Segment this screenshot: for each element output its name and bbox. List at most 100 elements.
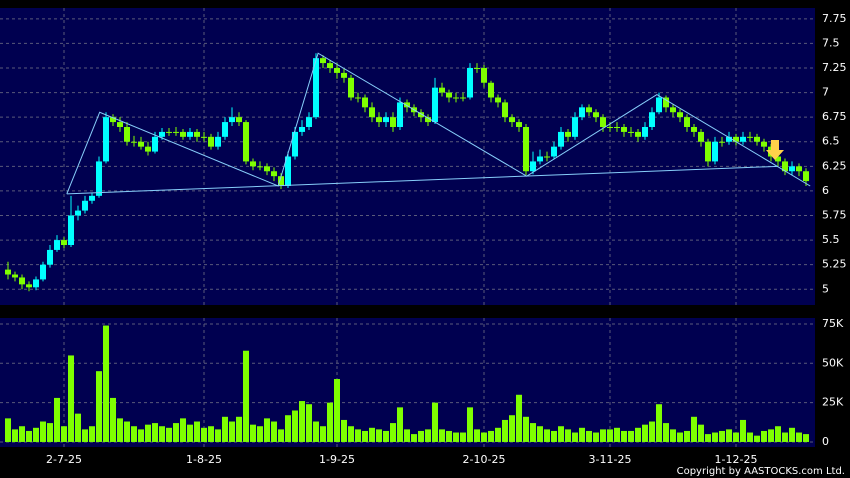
candle-body xyxy=(530,161,536,172)
y-tick-label: 7.25 xyxy=(822,61,847,74)
candle-body xyxy=(201,136,207,138)
volume-bar xyxy=(369,427,375,442)
volume-bar xyxy=(180,418,186,442)
volume-bar xyxy=(5,418,11,442)
candle-body xyxy=(306,117,312,127)
candle-body xyxy=(271,171,277,177)
copyright: Copyright by AASTOCKS.com Ltd. xyxy=(677,466,845,477)
volume-bar xyxy=(782,432,788,442)
volume-bar xyxy=(516,394,522,442)
volume-bar xyxy=(19,426,25,442)
volume-bar xyxy=(656,404,662,442)
volume-bar xyxy=(691,416,697,442)
candle-body xyxy=(565,131,571,137)
candle-body xyxy=(341,72,347,78)
volume-bar xyxy=(26,430,32,442)
signal-arrow xyxy=(766,140,784,160)
y-tick-label: 5 xyxy=(822,282,829,295)
volume-bar xyxy=(138,429,144,442)
volume-bar xyxy=(285,415,291,442)
candle-body xyxy=(537,156,543,162)
candle-body xyxy=(75,210,81,216)
candle-body xyxy=(110,117,116,123)
volume-bar xyxy=(705,434,711,442)
candle-body xyxy=(355,97,361,99)
candle-body xyxy=(383,117,389,123)
candle-body xyxy=(516,122,522,127)
candle-body xyxy=(278,176,284,187)
volume-bar xyxy=(250,424,256,442)
candle-body xyxy=(544,156,550,158)
candle-body xyxy=(145,146,151,152)
x-tick-label: 3-11-25 xyxy=(589,453,632,466)
candle-body xyxy=(761,141,767,147)
volume-bar xyxy=(40,421,46,442)
volume-bar xyxy=(68,355,74,442)
volume-bar xyxy=(236,416,242,442)
volume-bar xyxy=(649,421,655,442)
candle-body xyxy=(733,136,739,142)
candle-body xyxy=(40,264,46,280)
candle-body xyxy=(684,117,690,127)
volume-bar xyxy=(565,429,571,442)
candle-body xyxy=(481,67,487,83)
candle-body xyxy=(222,122,228,137)
volume-bar xyxy=(362,430,368,442)
volume-bar xyxy=(754,435,760,442)
candle-body xyxy=(12,274,18,278)
volume-bar xyxy=(432,402,438,442)
candle-body xyxy=(19,277,25,285)
volume-bar xyxy=(383,430,389,442)
candle-body xyxy=(754,136,760,142)
y-tick-label: 7.75 xyxy=(822,12,847,25)
volume-bar xyxy=(54,397,60,442)
candle-body xyxy=(551,146,557,157)
candle-body xyxy=(691,126,697,132)
candle-body xyxy=(61,240,67,246)
y-tick-label: 50K xyxy=(822,356,844,369)
volume-bar xyxy=(572,432,578,442)
volume-bar xyxy=(229,421,235,442)
candle-body xyxy=(47,249,53,265)
candle-body xyxy=(313,58,319,118)
candle-body xyxy=(488,82,494,98)
volume-bar xyxy=(334,379,340,442)
volume-bar xyxy=(621,430,627,442)
candle-body xyxy=(131,141,137,143)
volume-bar xyxy=(145,424,151,442)
volume-bar xyxy=(614,427,620,442)
candle-body xyxy=(292,131,298,157)
volume-bar xyxy=(299,401,305,442)
candle-body xyxy=(432,87,438,123)
candle-body xyxy=(558,131,564,147)
volume-bar xyxy=(474,429,480,442)
candle-body xyxy=(187,131,193,137)
candle-body xyxy=(327,63,333,68)
candle-body xyxy=(726,136,732,142)
volume-bar xyxy=(628,430,634,442)
volume-bar xyxy=(397,407,403,442)
candle-body xyxy=(390,117,396,127)
x-tick-label: 1-8-25 xyxy=(186,453,222,466)
candle-body xyxy=(68,215,74,246)
y-tick-label: 6.5 xyxy=(822,135,840,148)
volume-bar xyxy=(635,427,641,442)
volume-bar xyxy=(61,426,67,442)
candle-body xyxy=(320,58,326,64)
candle-body xyxy=(138,141,144,147)
volume-bar xyxy=(481,432,487,442)
volume-bar xyxy=(796,432,802,442)
candle-body xyxy=(285,156,291,187)
candle-body xyxy=(586,107,592,113)
candle-body xyxy=(677,112,683,118)
candle-body xyxy=(180,131,186,137)
y-tick-label: 6 xyxy=(822,184,829,197)
volume-bar xyxy=(537,426,543,442)
price-panel xyxy=(0,8,815,305)
volume-bar xyxy=(761,430,767,442)
y-tick-label: 5.25 xyxy=(822,258,847,271)
candle-body xyxy=(243,122,249,162)
volume-bar xyxy=(488,430,494,442)
volume-bar xyxy=(82,429,88,442)
